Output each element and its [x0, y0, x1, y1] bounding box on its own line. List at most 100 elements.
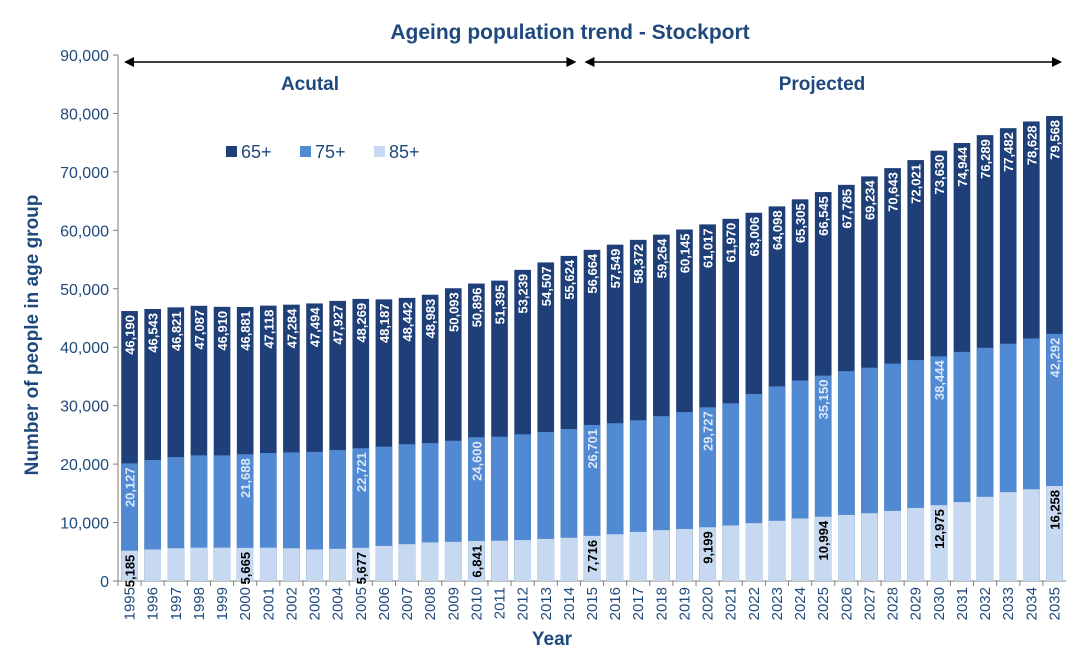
data-label-75plus: 24,600 [469, 441, 484, 481]
bar-85plus [676, 528, 693, 581]
y-tick-label: 60,000 [60, 223, 109, 240]
data-label-65plus: 47,087 [192, 310, 207, 350]
bar-85plus [421, 542, 439, 581]
bar-85plus [468, 541, 485, 581]
x-tick-label: 2022 [746, 587, 763, 620]
data-label-75plus: 42,292 [1047, 338, 1062, 378]
y-tick-label: 70,000 [60, 165, 109, 182]
bar-85plus [838, 514, 855, 581]
x-tick-label: 1997 [168, 587, 185, 620]
x-tick-label: 2013 [538, 587, 555, 620]
x-tick-label: 2028 [885, 587, 902, 620]
data-label-65plus: 50,093 [446, 292, 461, 332]
data-label-65plus: 48,983 [423, 299, 438, 339]
data-label-65plus: 48,187 [377, 303, 392, 343]
bar-85plus [653, 530, 670, 581]
data-label-65plus: 48,269 [354, 303, 369, 343]
x-tick-label: 2019 [676, 587, 693, 620]
bar-85plus [976, 496, 994, 581]
arrow-head-left [584, 57, 595, 67]
data-label-65plus: 72,021 [909, 164, 924, 204]
bar-85plus [907, 507, 925, 581]
x-tick-label: 2012 [515, 587, 532, 620]
data-label-65plus: 67,785 [839, 189, 854, 229]
data-label-65plus: 79,568 [1047, 120, 1062, 160]
x-tick-label: 2003 [307, 587, 324, 620]
bar-85plus [352, 547, 370, 581]
x-tick-label: 2004 [330, 587, 347, 620]
x-tick-label: 2001 [260, 587, 277, 620]
y-tick-label: 20,000 [60, 457, 109, 474]
period-annotations: Acutal Projected [124, 57, 1062, 95]
data-label-85plus: 16,258 [1047, 490, 1062, 530]
x-tick-label: 2025 [815, 587, 832, 620]
data-label-65plus: 77,482 [1001, 132, 1016, 172]
data-label-65plus: 46,821 [169, 311, 184, 351]
data-label-65plus: 54,507 [539, 266, 554, 306]
bar-75plus [352, 448, 370, 581]
y-tick-label: 10,000 [60, 516, 109, 533]
x-tick-label: 1996 [145, 587, 162, 620]
data-label-65plus: 61,017 [701, 228, 716, 268]
bar-75plus [306, 451, 323, 581]
bar-85plus [398, 544, 416, 581]
data-label-65plus: 47,494 [308, 307, 323, 348]
x-tick-label: 2031 [954, 587, 971, 620]
data-label-65plus: 46,543 [146, 313, 161, 353]
arrow-head-right [1052, 57, 1062, 67]
x-tick-label: 2024 [792, 587, 809, 620]
y-tick-label: 90,000 [60, 48, 109, 65]
x-tick-label: 2011 [492, 587, 509, 619]
legend-swatch [300, 146, 311, 157]
x-tick-label: 2023 [769, 587, 786, 620]
arrow-head-right [566, 57, 577, 67]
bar-85plus [791, 518, 809, 581]
legend-label: 85+ [389, 142, 420, 162]
bar-85plus [1046, 485, 1063, 581]
y-ticks: 0 10,000 20,000 30,000 40,000 50,000 60,000 70,… [60, 48, 118, 591]
bar-85plus [861, 513, 878, 581]
bar-75plus [329, 450, 346, 581]
data-label-65plus: 46,190 [123, 315, 138, 355]
x-tick-label: 1995 [122, 587, 139, 620]
data-label-75plus: 26,701 [585, 429, 600, 469]
legend-swatch [226, 146, 237, 157]
x-tick-label: 2027 [861, 587, 878, 620]
y-tick-label: 80,000 [60, 106, 109, 123]
bar-85plus [930, 505, 948, 581]
data-label-85plus: 12,975 [932, 509, 947, 549]
x-axis-title: Year [532, 629, 573, 650]
data-label-65plus: 78,628 [1024, 125, 1039, 165]
bars [121, 115, 1063, 582]
data-label-65plus: 59,264 [654, 238, 669, 279]
x-ticks: 1995 1996 1997 1998 1999 2000 2001 2002 2003 2004… [117, 581, 1063, 620]
bar-85plus [722, 525, 740, 581]
y-tick-label: 50,000 [60, 282, 109, 299]
data-label-65plus: 47,118 [261, 310, 276, 349]
data-label-85plus: 5,665 [238, 552, 253, 585]
data-label-65plus: 65,305 [793, 203, 808, 243]
data-label-85plus: 9,199 [701, 531, 716, 564]
bar-85plus [190, 547, 208, 581]
y-tick-label: 0 [100, 574, 109, 591]
bar-85plus [814, 516, 832, 581]
x-tick-label: 2006 [376, 587, 393, 620]
bar-85plus [259, 547, 277, 581]
bar-85plus [306, 549, 323, 581]
bar-85plus [491, 540, 508, 581]
bar-85plus [606, 534, 624, 581]
x-tick-label: 2021 [723, 587, 740, 620]
x-tick-label: 2018 [653, 587, 670, 620]
x-tick-label: 2014 [561, 587, 578, 620]
data-label-65plus: 56,664 [585, 253, 600, 294]
data-label-85plus: 10,994 [816, 520, 831, 561]
y-tick-label: 30,000 [60, 399, 109, 416]
x-tick-label: 2017 [630, 587, 647, 620]
bar-85plus [375, 545, 393, 581]
data-label-65plus: 53,239 [516, 274, 531, 314]
data-label-65plus: 76,289 [978, 139, 993, 179]
data-label-65plus: 74,944 [955, 146, 970, 187]
data-label-65plus: 70,643 [886, 172, 901, 212]
x-tick-label: 2032 [977, 587, 994, 620]
data-label-75plus: 21,688 [238, 458, 253, 498]
